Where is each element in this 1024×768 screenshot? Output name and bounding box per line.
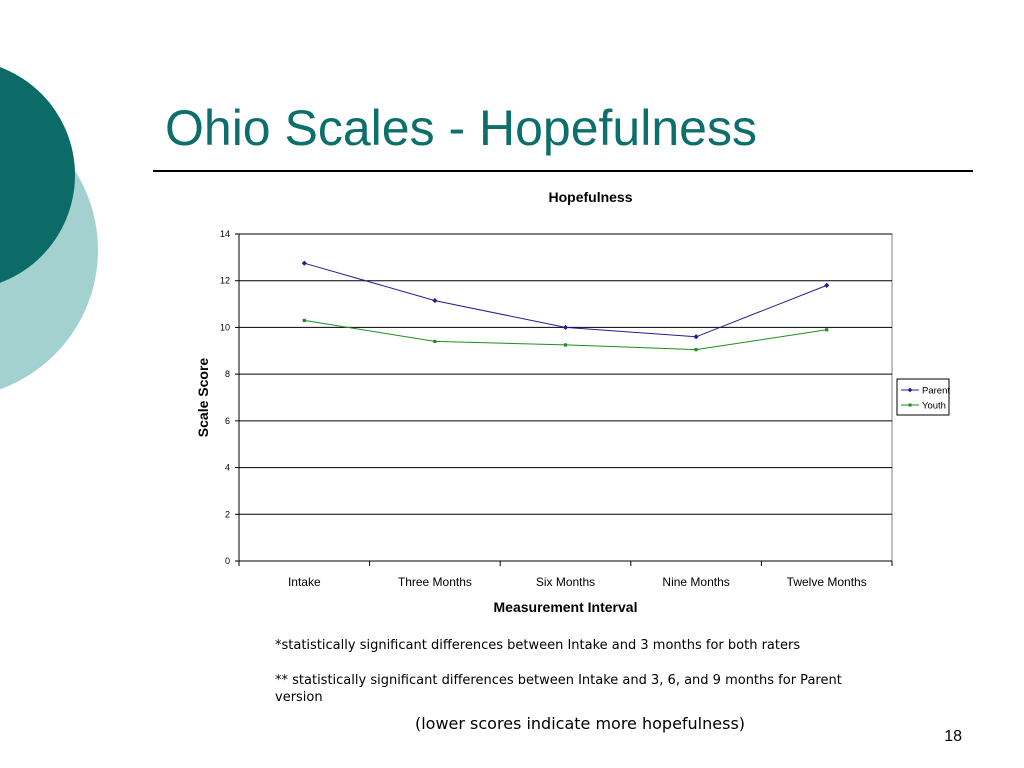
footnote-significance-1: *statistically significant differences b… — [275, 638, 801, 653]
y-tick-label: 6 — [225, 416, 230, 426]
dark-teal-circle — [0, 67, 75, 283]
legend-marker-youth — [908, 403, 912, 407]
data-point-parent — [824, 282, 830, 288]
y-tick-label: 4 — [225, 463, 230, 473]
x-tick-label: Nine Months — [662, 575, 729, 589]
y-tick-label: 0 — [225, 556, 230, 566]
x-tick-label: Twelve Months — [787, 575, 867, 589]
data-point-youth — [694, 348, 698, 352]
data-point-youth — [433, 339, 437, 344]
chart-title: Hopefulness — [548, 189, 632, 205]
data-point-parent — [693, 334, 699, 340]
page-number: 18 — [944, 728, 962, 745]
footnote-significance-2: ** statistically significant differences… — [275, 673, 842, 705]
y-axis-title: Scale Score — [195, 358, 211, 438]
hopefulness-line-chart: Hopefulness 0 2 4 6 8 10 12 14 Intake Three Months… — [195, 189, 950, 615]
title-divider — [153, 170, 973, 172]
x-tick-label: Three Months — [398, 575, 472, 589]
x-tick-label: Intake — [288, 575, 321, 589]
data-point-youth — [302, 318, 306, 323]
y-tick-label: 12 — [220, 276, 230, 286]
data-point-parent — [562, 324, 569, 331]
y-tick-label: 14 — [220, 229, 230, 239]
y-tick-label: 2 — [225, 509, 230, 519]
legend-box — [896, 378, 950, 416]
legend-label-youth: Youth — [922, 401, 946, 412]
data-point-youth — [563, 343, 568, 347]
data-point-youth — [825, 328, 829, 332]
x-axis-title: Measurement Interval — [494, 599, 638, 615]
data-point-parent — [432, 297, 438, 304]
caption: (lower scores indicate more hopefulness) — [414, 714, 746, 733]
y-tick-label: 8 — [225, 369, 230, 379]
x-tick-label: Six Months — [536, 575, 595, 589]
y-tick-label: 10 — [220, 322, 230, 332]
data-point-parent — [301, 260, 307, 266]
plot-area-border — [238, 233, 893, 562]
legend-label-parent: Parent — [922, 386, 950, 397]
decorative-circles — [0, 67, 98, 390]
slide-title: Ohio Scales - Hopefulness — [165, 100, 757, 156]
